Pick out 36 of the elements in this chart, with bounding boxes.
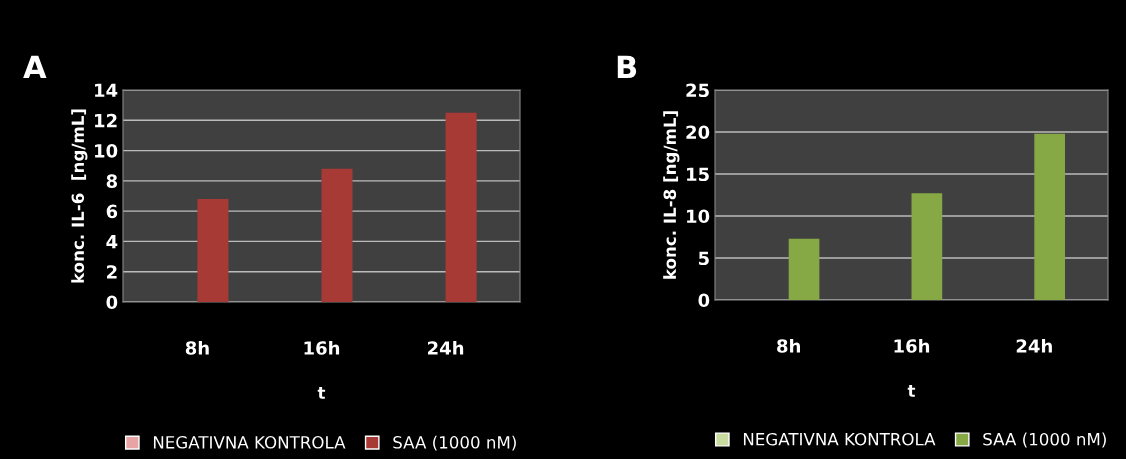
y-tick-label: 25 [686, 83, 709, 98]
bar [197, 199, 229, 302]
legend-label: SAA (1000 nM) [393, 435, 516, 451]
y-tick-label: 0 [698, 293, 710, 308]
y-tick-label: 4 [106, 235, 118, 249]
x-axis-title: t [907, 385, 916, 397]
bar [321, 168, 353, 302]
x-tick-label: 16h [894, 338, 930, 353]
y-tick-label: 5 [698, 251, 709, 266]
y-tick-label: 8 [106, 174, 118, 188]
bar [911, 193, 943, 300]
x-tick-label: 16h [304, 340, 340, 355]
y-axis-title: konc. IL-6 [ng/mL] [71, 109, 88, 283]
legend-label: NEGATIVNA KONTROLA [743, 432, 936, 446]
x-tick-label: 8h [185, 340, 209, 355]
x-tick-label: 24h [428, 340, 464, 355]
chart-title: A [23, 55, 47, 78]
y-tick-label: 10 [95, 144, 118, 158]
y-tick-label: 2 [107, 265, 117, 279]
y-axis-title: konc. IL-8 [ng/mL] [663, 111, 680, 279]
y-tick-label: 15 [687, 167, 709, 182]
legend-label: NEGATIVNA KONTROLA [153, 436, 346, 449]
y-tick-label: 20 [686, 125, 710, 140]
x-tick-label: 24h [1016, 338, 1052, 353]
bar [788, 238, 820, 300]
y-tick-label: 0 [106, 295, 118, 310]
x-tick-label: 8h [777, 338, 800, 353]
chart-title: B [617, 55, 637, 78]
y-tick-label: 10 [687, 209, 710, 224]
y-tick-label: 14 [95, 83, 118, 97]
y-tick-label: 6 [106, 204, 118, 219]
x-axis-title: t [317, 387, 326, 399]
bar [1034, 133, 1066, 300]
bar [445, 112, 477, 302]
legend-label: SAA (1000 nM) [983, 432, 1106, 448]
y-tick-label: 12 [95, 113, 117, 128]
